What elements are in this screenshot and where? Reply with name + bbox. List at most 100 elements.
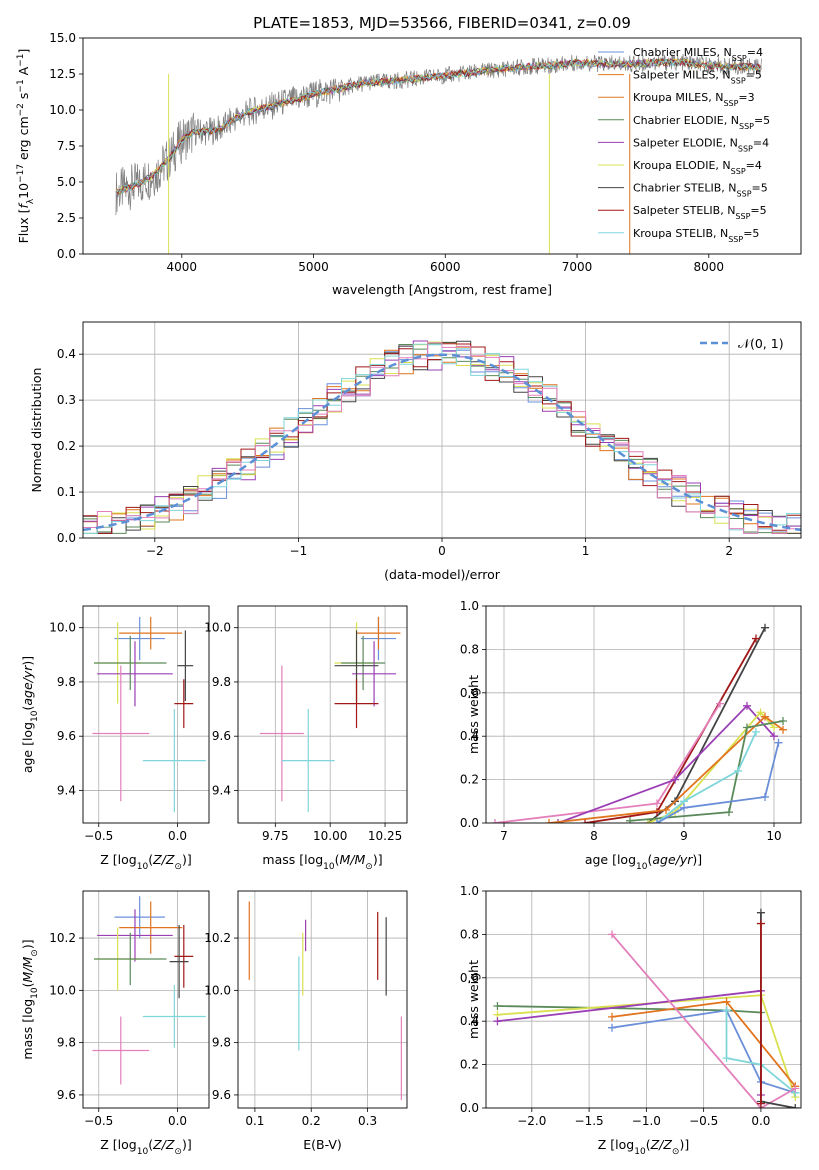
age_vs_Z-ytick-label: 9.6 — [57, 729, 76, 743]
mass_weight_vs_Z-ytick-label: 0.8 — [460, 927, 479, 941]
data-spectrum-line — [115, 53, 762, 216]
residuals-panel: −2 −1 0 1 2 0.0 0.1 0.2 0.3 0.4 𝒩(0, 1) (data-model… — [29, 321, 802, 582]
residuals-frame — [82, 321, 802, 539]
weight-marker-salpeter_stelib — [581, 819, 589, 823]
model-line-salpeter_elodie — [115, 58, 762, 194]
mass_weight_vs_Z-xtick-label: −0.5 — [689, 1114, 718, 1128]
mass_weight_vs_Z-xtick-label: −2.0 — [517, 1114, 546, 1128]
weight-line-salpeter_stelib — [584, 638, 757, 823]
mass_vs_Z-xtick-label: 0.0 — [168, 1114, 187, 1128]
weight-marker-chabrier_stelib — [756, 908, 765, 917]
weight-marker-salpeter_elodie — [770, 732, 778, 741]
weight-marker-kroupa_stelib — [722, 1054, 731, 1063]
panels: 4000 5000 6000 7000 80000.02.55.07.510.012.5… — [16, 31, 802, 1157]
mass_weight_vs_Z-ytick-label: 0.0 — [460, 1101, 479, 1115]
mass_vs_Z-frame — [82, 890, 210, 1109]
weight-marker-chabrier_miles — [761, 792, 769, 801]
mass_weight_vs_Z-frame — [485, 890, 802, 1109]
weight-marker-salpeter_miles — [722, 997, 731, 1006]
spectrum-xlabel: wavelength [Angstrom, rest frame] — [332, 282, 552, 297]
weight-marker-salpeter_miles — [608, 1012, 616, 1021]
mass_vs_Z-plot-area — [83, 891, 209, 1108]
weight-marker-pink — [608, 930, 616, 939]
spectrum-xtick-label: 8000 — [694, 260, 725, 274]
mass_weight_vs_age-plot-area — [486, 606, 801, 823]
weight-marker-kroupa_stelib — [734, 766, 742, 775]
mass_weight_vs_Z-ytick-label: 0.2 — [460, 1058, 479, 1072]
weight-marker-salpeter_miles — [761, 712, 769, 721]
weight-marker-chabrier_miles — [774, 738, 783, 747]
weight-line-chabrier_miles — [611, 1009, 796, 1094]
mass_weight_vs_age-ytick-label: 1.0 — [460, 599, 479, 613]
mass_vs_Z-xtick-label: −0.5 — [84, 1114, 113, 1128]
spectrum-xtick-label: 6000 — [430, 260, 461, 274]
mass_weight_vs_age-ytick-label: 0.8 — [460, 642, 479, 656]
residuals-xtick-label: 0 — [438, 544, 446, 558]
age_vs_Z-xlabel: Z [log10(Z/Z⊙)] — [100, 852, 191, 872]
weight-marker-salpeter_elodie — [671, 775, 679, 784]
legend-label-salpeter_stelib: Salpeter STELIB, NSSP=5 — [633, 204, 767, 221]
model-line-kroupa_stelib — [115, 58, 762, 195]
mass_weight_vs_Z-xlabel: Z [log10(Z/Z⊙)] — [598, 1137, 689, 1157]
weight-marker-pink — [653, 799, 661, 808]
mass_weight_vs_age-ytick-label: 0.6 — [460, 686, 479, 700]
legend-label-chabrier_miles: Chabrier MILES, NSSP=4 — [633, 46, 763, 63]
residuals-ytick-label: 0.3 — [57, 393, 76, 407]
spectrum-ytick-label: 12.5 — [49, 67, 76, 81]
mass_weight_vs_Z-plot-area — [486, 891, 801, 1108]
mass_weight_vs_Z-ylabel: mass weight — [466, 960, 481, 1039]
weight-line-kroupa_stelib — [725, 1010, 796, 1094]
mass_weight_vs_age-ylabel: mass weight — [466, 675, 481, 754]
spectrum-ylabel: Flux [fλ10−17 erg cm−2 s−1 A−1] — [16, 49, 36, 244]
age_vs_Z-panel: −0.5 0.0 9.4 9.6 9.8 10.0 Z [log10(Z/Z⊙)] age [… — [20, 605, 210, 872]
mass_vs_ebv-xtick-label: 0.3 — [358, 1114, 377, 1128]
weight-marker-pink — [716, 699, 724, 708]
age_vs_mass-xtick-label: 10.25 — [368, 829, 402, 843]
mass_weight_vs_age-ytick-label: 0.4 — [460, 729, 479, 743]
weight-line-kroupa_stelib — [656, 731, 757, 823]
mass_weight_vs_age-xtick-label: 9 — [680, 829, 688, 843]
mass_vs_Z-ytick-label: 9.6 — [57, 1088, 76, 1102]
legend-label-chabrier_stelib: Chabrier STELIB, NSSP=5 — [633, 182, 768, 199]
mass_vs_Z-panel: −0.5 0.0 9.6 9.8 10.0 10.2 Z [log10(Z/Z⊙)] mass… — [20, 890, 210, 1157]
mass_weight_vs_Z-xtick-label: 0.0 — [751, 1114, 770, 1128]
residuals-ylabel: Normed distribution — [29, 368, 44, 493]
weight-marker-chabrier_miles — [653, 819, 661, 823]
weight-marker-chabrier_elodie — [725, 808, 733, 817]
mass_weight_vs_Z-ytick-label: 0.4 — [460, 1014, 479, 1028]
weight-marker-kroupa_stelib — [722, 1006, 731, 1015]
weight-marker-kroupa_stelib — [752, 727, 760, 736]
mass_weight_vs_Z-ytick-label: 0.6 — [460, 971, 479, 985]
mass_vs_ebv-ytick-label: 10.2 — [204, 931, 231, 945]
mass_vs_Z-ytick-label: 9.8 — [57, 1036, 76, 1050]
weight-marker-salpeter_stelib — [756, 1099, 765, 1108]
weight-marker-chabrier_stelib — [761, 623, 769, 632]
legend-label-kroupa_stelib: Kroupa STELIB, NSSP=5 — [633, 227, 759, 244]
spectrum-panel: 4000 5000 6000 7000 8000 0.0 2.5 5.0 7.5 10.0 12.5… — [16, 31, 802, 297]
hist-pink — [83, 342, 801, 534]
normal-legend-label: 𝒩(0, 1) — [738, 336, 784, 351]
age_vs_mass-plot-area — [238, 606, 407, 823]
legend-label-kroupa_miles: Kroupa MILES, NSSP=3 — [633, 91, 755, 108]
mass_weight_vs_age-panel: 7 8 9 10 0.0 0.2 0.4 0.6 0.8 1.0 age [log10(age/yr… — [460, 599, 802, 872]
mass_weight_vs_Z-xtick-label: −1.0 — [632, 1114, 661, 1128]
age_vs_Z-xtick-label: −0.5 — [84, 829, 113, 843]
mass_vs_ebv-ytick-label: 9.8 — [212, 1036, 231, 1050]
weight-line-pink — [611, 933, 796, 1108]
weight-marker-kroupa_elodie — [644, 819, 652, 823]
residuals-ytick-label: 0.1 — [57, 485, 76, 499]
mass_vs_Z-ylabel: mass [log10(M/M⊙)] — [20, 939, 40, 1059]
legend-label-kroupa_elodie: Kroupa ELODIE, NSSP=4 — [633, 159, 762, 176]
age_vs_mass-ytick-label: 9.6 — [212, 729, 231, 743]
age_vs_Z-plot-area — [83, 606, 209, 823]
weight-marker-salpeter_stelib — [752, 634, 760, 643]
residuals-xtick-label: −1 — [290, 544, 308, 558]
spectrum-plot-area — [115, 53, 762, 254]
weight-marker-salpeter_elodie — [554, 819, 562, 823]
weight-marker-salpeter_stelib — [756, 919, 765, 928]
age_vs_Z-ytick-label: 10.0 — [49, 621, 76, 635]
age_vs_mass-panel: 9.75 10.00 10.25 9.4 9.6 9.8 10.0 mass [log10(M… — [204, 605, 408, 872]
weight-marker-chabrier_elodie — [493, 1002, 502, 1011]
weight-marker-pink — [491, 819, 499, 823]
